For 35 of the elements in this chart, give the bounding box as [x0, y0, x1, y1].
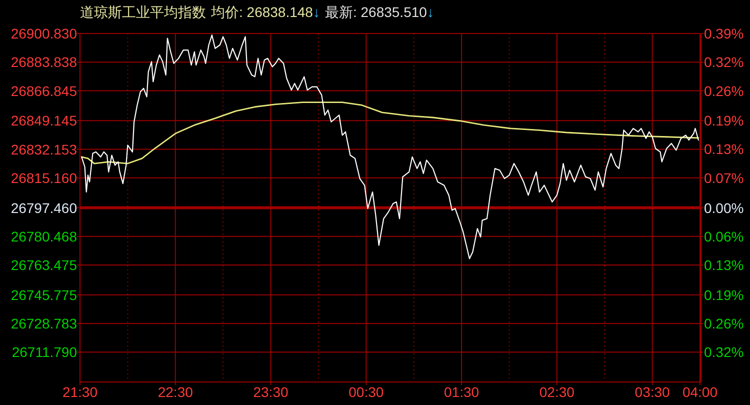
xtick-label: 21:30 — [62, 384, 98, 400]
xtick-label: 23:30 — [253, 384, 288, 400]
y2tick-label: 0.39% — [704, 26, 744, 42]
y2tick-label: 0.26% — [704, 316, 744, 332]
annotation: 最新: 26835.510↓ — [324, 4, 434, 20]
y2tick-label: 0.13% — [704, 141, 744, 158]
ytick-label: 26866.845 — [10, 82, 77, 99]
xtick-label: 02:30 — [539, 384, 574, 400]
xtick-label: 04:00 — [682, 384, 718, 400]
xtick-label: 22:30 — [158, 384, 193, 400]
ytick-label: 26900.830 — [10, 26, 77, 42]
xtick-label: 01:30 — [444, 384, 480, 400]
y2tick-label: 0.19% — [704, 286, 744, 303]
y2tick-label: 0.32% — [704, 54, 744, 70]
title: 道琼斯工业平均指数 — [80, 4, 206, 20]
ytick-label: 26745.775 — [10, 286, 77, 303]
xtick-label: 03:30 — [634, 384, 670, 400]
ytick-label: 26883.838 — [10, 54, 77, 70]
annotation: 均价: 26838.148↓ — [211, 4, 320, 20]
y2tick-label: 0.00% — [704, 200, 744, 216]
y2tick-label: 0.32% — [704, 344, 744, 360]
y2tick-label: 0.06% — [704, 228, 744, 244]
y2tick-label: 0.19% — [704, 112, 744, 129]
y2tick-label: 0.26% — [704, 82, 744, 99]
ytick-label: 26780.468 — [10, 228, 77, 244]
ytick-label: 26763.475 — [10, 257, 77, 274]
y2tick-label: 0.13% — [704, 257, 744, 274]
ytick-label: 26728.783 — [10, 316, 77, 332]
ytick-label: 26849.145 — [10, 112, 77, 129]
ytick-label: 26815.160 — [10, 170, 77, 186]
ytick-label: 26832.153 — [10, 141, 77, 158]
ytick-label: 26797.460 — [10, 200, 77, 216]
ytick-label: 26711.790 — [12, 344, 77, 360]
xtick-label: 00:30 — [348, 384, 384, 400]
y2tick-label: 0.07% — [704, 170, 744, 186]
